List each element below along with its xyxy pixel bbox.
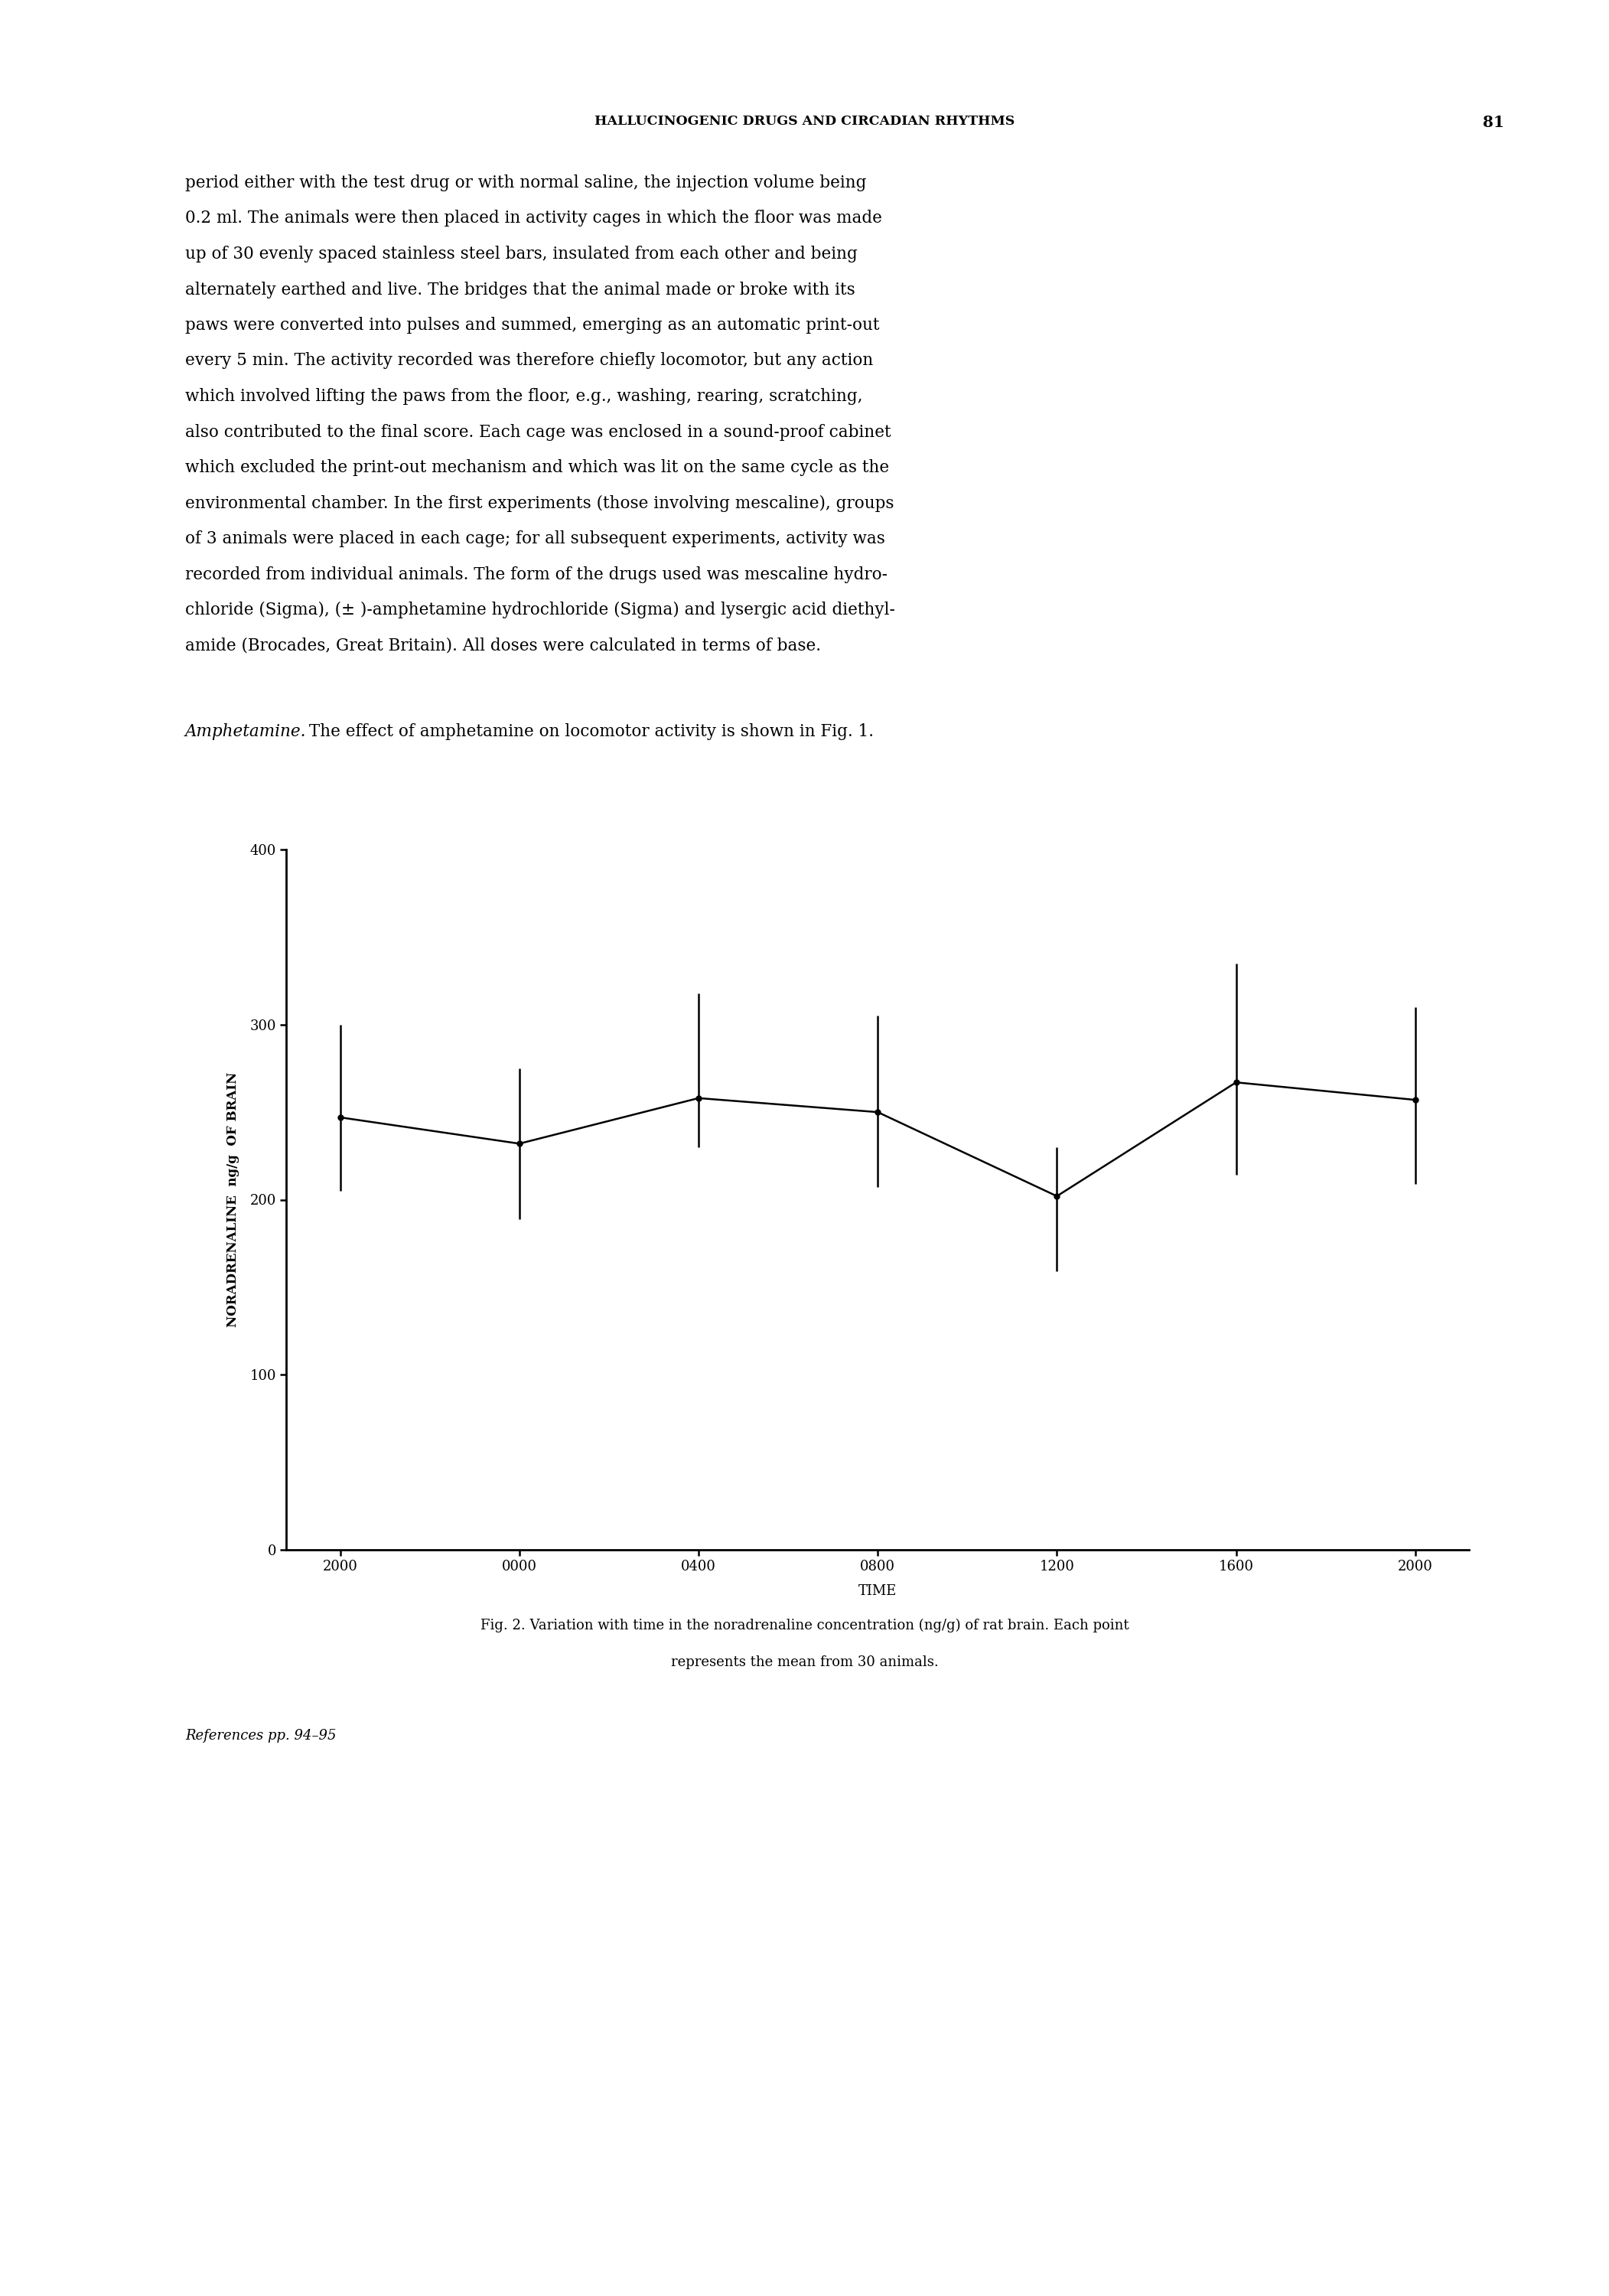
X-axis label: TIME: TIME [859,1584,896,1598]
Text: The effect of amphetamine on locomotor activity is shown in Fig. 1.: The effect of amphetamine on locomotor a… [304,723,874,739]
Text: recorded from individual animals. The form of the drugs used was mescaline hydro: recorded from individual animals. The fo… [185,567,888,583]
Text: which excluded the print-out mechanism and which was lit on the same cycle as th: which excluded the print-out mechanism a… [185,459,890,475]
Text: which involved lifting the paws from the floor, e.g., washing, rearing, scratchi: which involved lifting the paws from the… [185,388,862,404]
Text: 0.2 ml. The animals were then placed in activity cages in which the floor was ma: 0.2 ml. The animals were then placed in … [185,209,882,227]
Text: every 5 min. The activity recorded was therefore chiefly locomotor, but any acti: every 5 min. The activity recorded was t… [185,354,874,370]
Text: environmental chamber. In the first experiments (those involving mescaline), gro: environmental chamber. In the first expe… [185,496,895,512]
Text: chloride (Sigma), (± )-amphetamine hydrochloride (Sigma) and lysergic acid dieth: chloride (Sigma), (± )-amphetamine hydro… [185,602,895,618]
Text: Fig. 2. Variation with time in the noradrenaline concentration (ng/g) of rat bra: Fig. 2. Variation with time in the norad… [479,1619,1130,1632]
Text: period either with the test drug or with normal saline, the injection volume bei: period either with the test drug or with… [185,174,866,191]
Text: HALLUCINOGENIC DRUGS AND CIRCADIAN RHYTHMS: HALLUCINOGENIC DRUGS AND CIRCADIAN RHYTH… [594,115,1015,129]
Y-axis label: NORADRENALINE  ng/g  OF BRAIN: NORADRENALINE ng/g OF BRAIN [227,1072,240,1327]
Text: Amphetamine.: Amphetamine. [185,723,306,739]
Text: also contributed to the final score. Each cage was enclosed in a sound-proof cab: also contributed to the final score. Eac… [185,422,891,441]
Text: of 3 animals were placed in each cage; for all subsequent experiments, activity : of 3 animals were placed in each cage; f… [185,530,885,546]
Text: amide (Brocades, Great Britain). All doses were calculated in terms of base.: amide (Brocades, Great Britain). All dos… [185,636,821,654]
Text: alternately earthed and live. The bridges that the animal made or broke with its: alternately earthed and live. The bridge… [185,282,854,298]
Text: paws were converted into pulses and summed, emerging as an automatic print-out: paws were converted into pulses and summ… [185,317,880,333]
Text: represents the mean from 30 animals.: represents the mean from 30 animals. [671,1655,938,1669]
Text: References pp. 94–95: References pp. 94–95 [185,1729,336,1743]
Text: up of 30 evenly spaced stainless steel bars, insulated from each other and being: up of 30 evenly spaced stainless steel b… [185,246,858,262]
Text: 81: 81 [1483,115,1504,131]
